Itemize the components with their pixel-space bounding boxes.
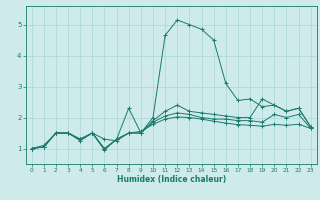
X-axis label: Humidex (Indice chaleur): Humidex (Indice chaleur) xyxy=(116,175,226,184)
